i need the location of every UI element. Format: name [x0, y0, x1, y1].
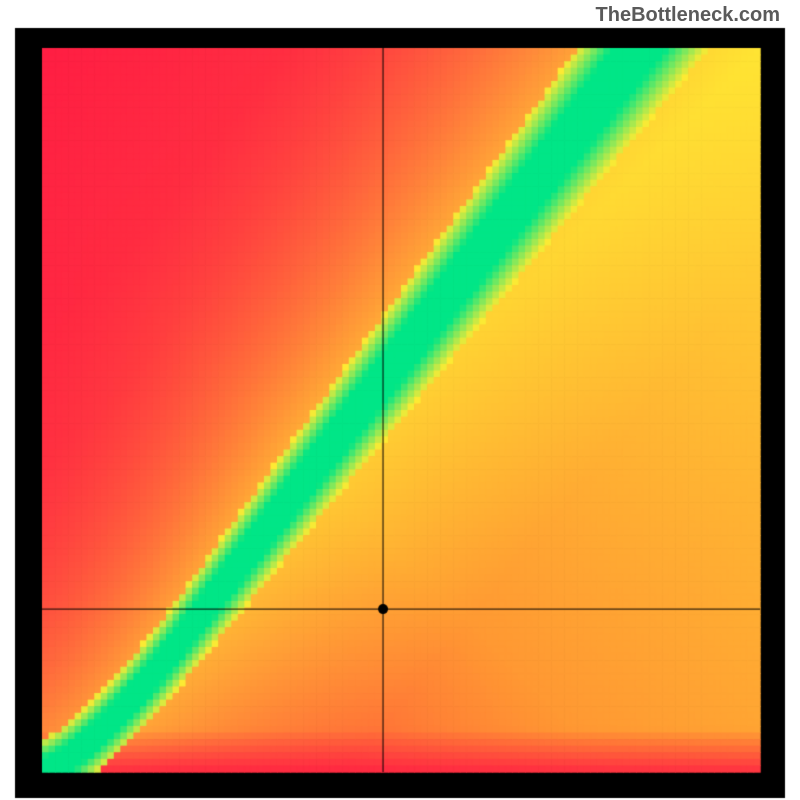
heatmap-canvas — [0, 0, 800, 800]
watermark-text: TheBottleneck.com — [596, 4, 780, 27]
chart-container: TheBottleneck.com — [0, 0, 800, 800]
